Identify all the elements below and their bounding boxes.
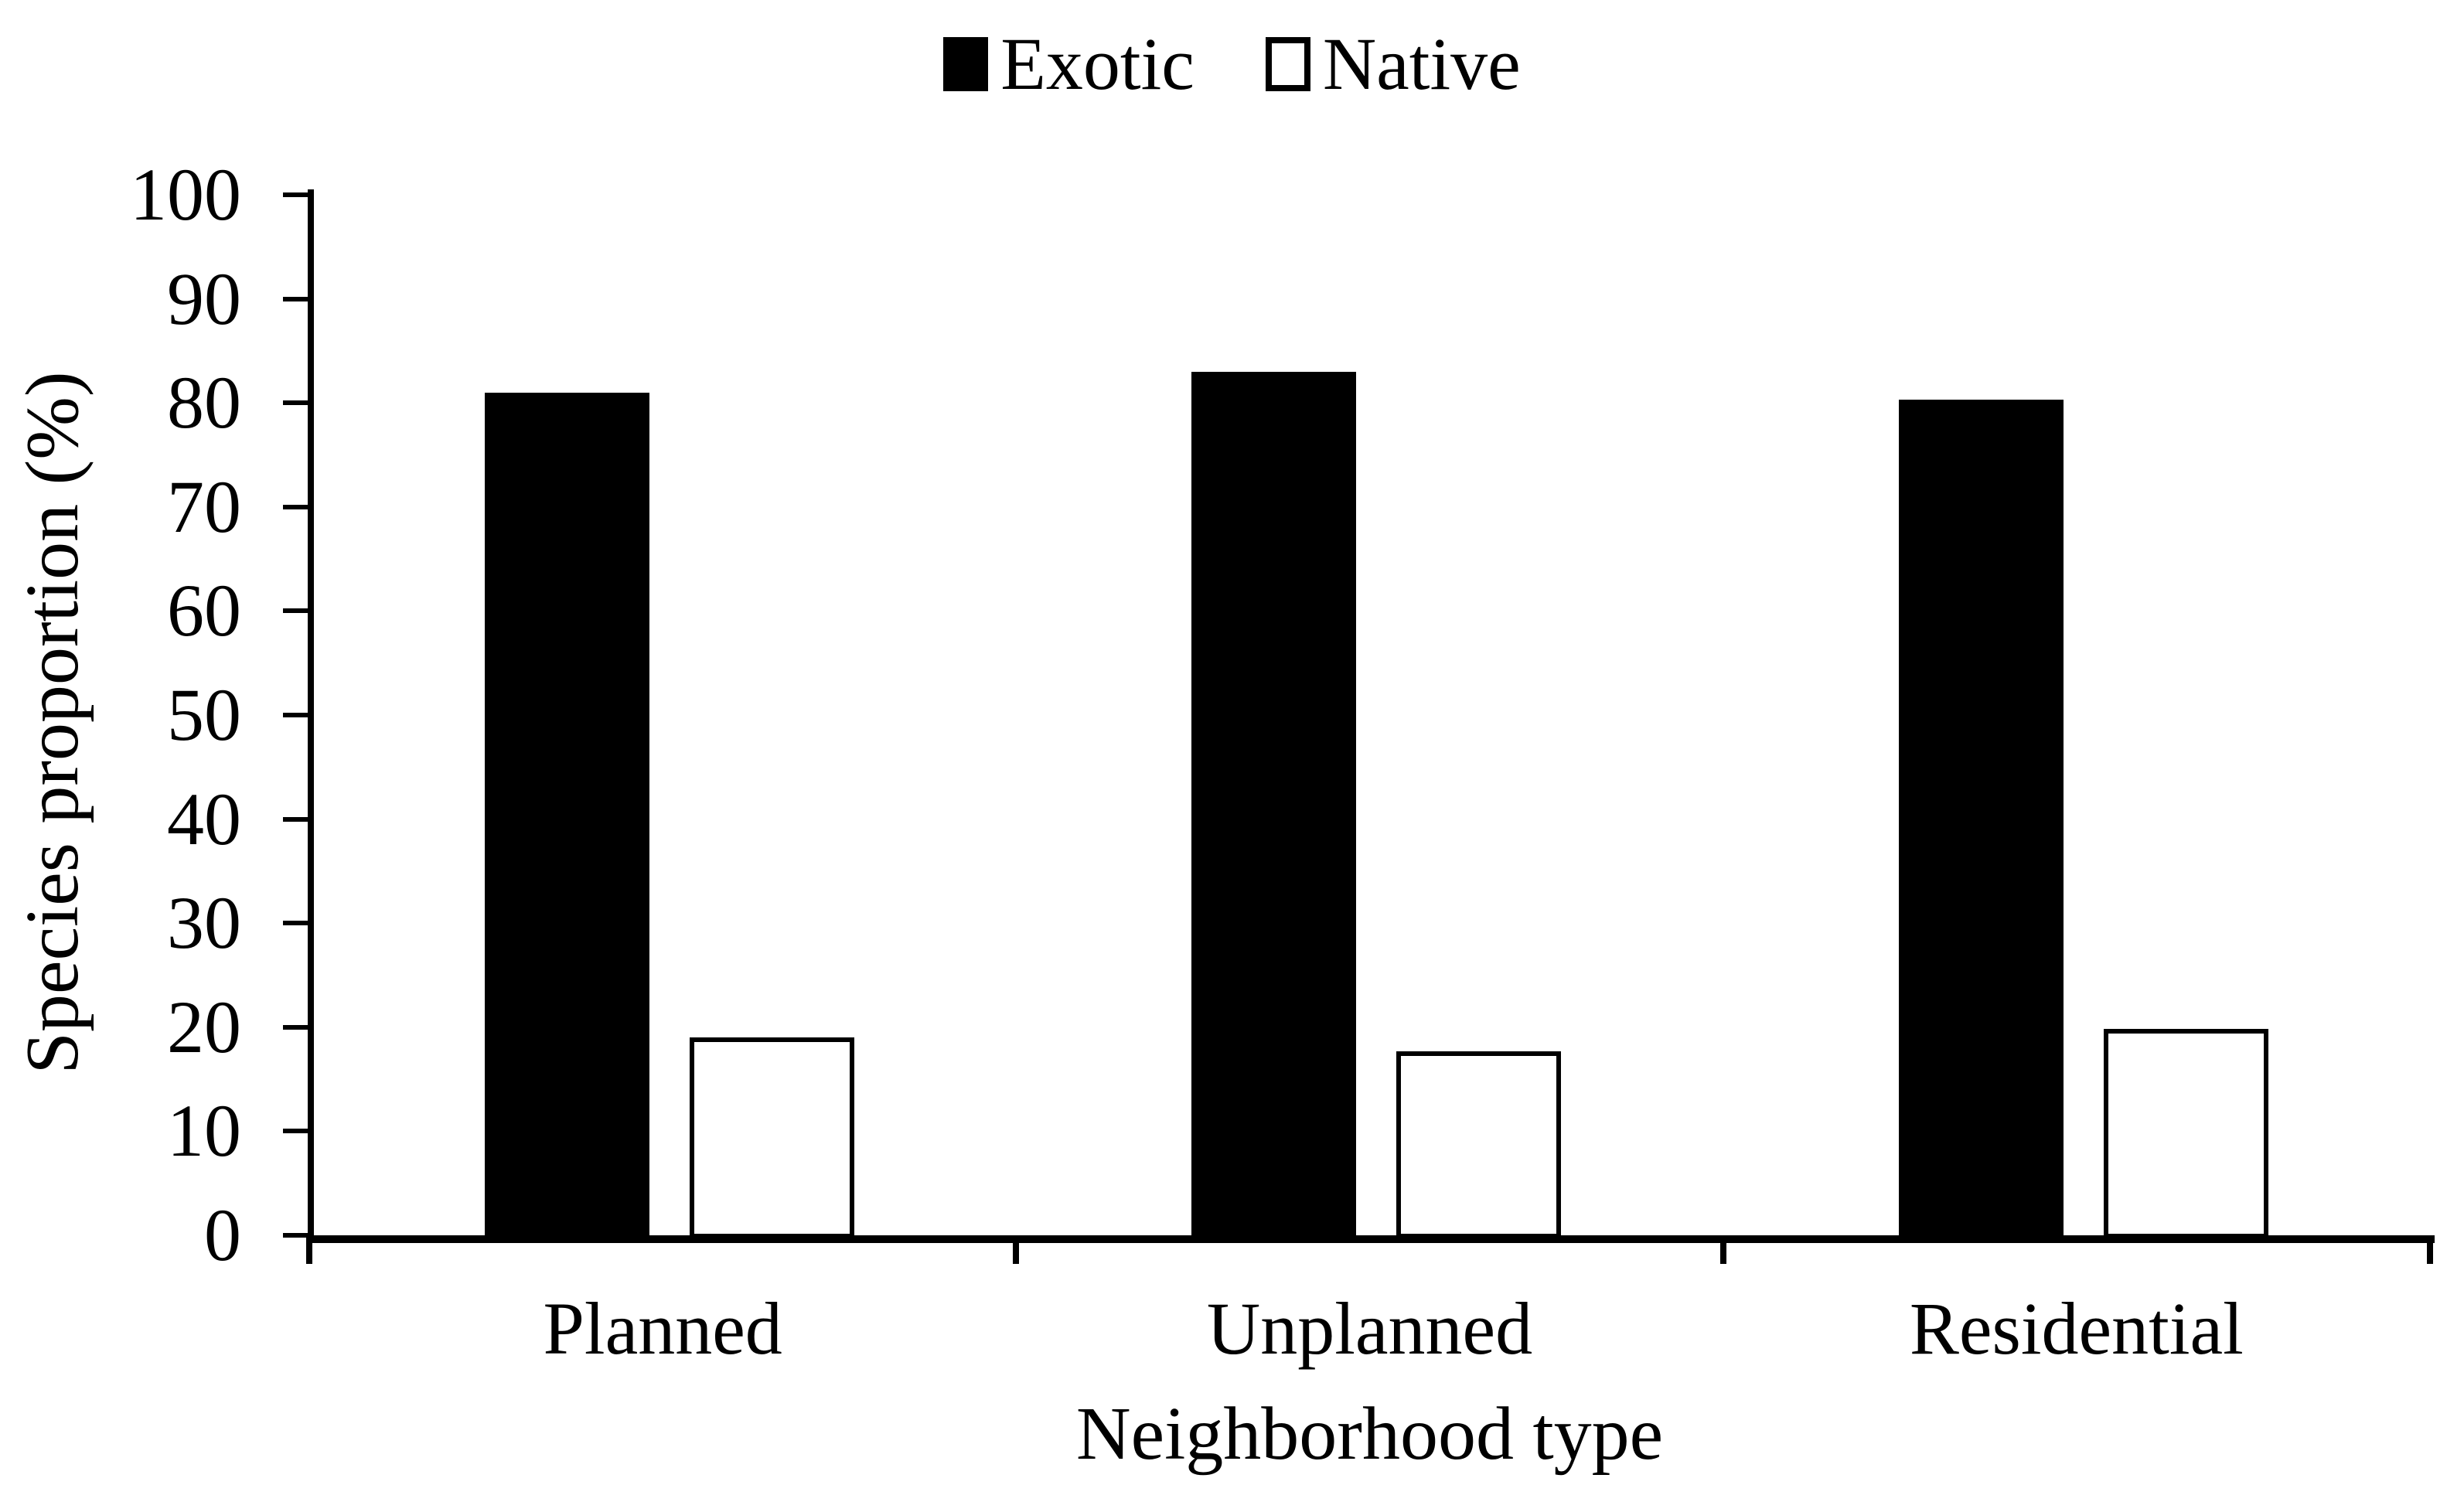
x-category-label-planned: Planned bbox=[543, 1287, 782, 1370]
y-tick-70 bbox=[283, 504, 309, 509]
y-tick-60 bbox=[283, 608, 309, 614]
bar-exotic-planned bbox=[485, 392, 649, 1238]
x-tick-1 bbox=[1013, 1235, 1020, 1264]
legend-label-exotic: Exotic bbox=[1000, 22, 1195, 105]
y-tick-30 bbox=[283, 921, 309, 926]
y-tick-80 bbox=[283, 400, 309, 406]
legend-label-native: Native bbox=[1322, 22, 1521, 105]
x-category-label-residential: Residential bbox=[1909, 1287, 2244, 1370]
x-tick-2 bbox=[1719, 1235, 1726, 1264]
x-axis-title: Neighborhood type bbox=[1075, 1392, 1664, 1476]
bar-native-unplanned bbox=[1396, 1051, 1562, 1238]
bar-exotic-residential bbox=[1898, 400, 2064, 1238]
y-tick-50 bbox=[283, 713, 309, 717]
y-tick-label-70: 70 bbox=[167, 465, 241, 548]
x-tick-0 bbox=[306, 1235, 312, 1264]
y-tick-40 bbox=[283, 816, 309, 822]
y-tick-10 bbox=[283, 1129, 309, 1134]
x-category-label-unplanned: Unplanned bbox=[1206, 1287, 1533, 1370]
legend: Exotic Native bbox=[0, 14, 2464, 114]
y-tick-100 bbox=[283, 192, 309, 197]
y-tick-label-40: 40 bbox=[167, 777, 241, 860]
legend-marker-native-icon bbox=[1265, 37, 1310, 91]
legend-item-native: Native bbox=[1265, 22, 1521, 105]
y-tick-label-10: 10 bbox=[167, 1089, 241, 1173]
y-axis-line bbox=[308, 189, 314, 1243]
legend-item-exotic: Exotic bbox=[943, 27, 1195, 101]
y-tick-label-0: 0 bbox=[204, 1194, 241, 1276]
legend-marker-exotic-icon bbox=[943, 37, 989, 91]
bar-native-residential bbox=[2103, 1029, 2268, 1238]
x-tick-3 bbox=[2427, 1235, 2433, 1264]
y-tick-90 bbox=[283, 296, 309, 301]
y-tick-20 bbox=[283, 1024, 309, 1030]
y-tick-label-90: 90 bbox=[167, 257, 241, 340]
y-tick-0 bbox=[283, 1233, 309, 1238]
y-tick-label-60: 60 bbox=[167, 569, 241, 652]
x-axis-line bbox=[308, 1235, 2435, 1243]
y-tick-label-20: 20 bbox=[167, 985, 241, 1068]
bar-native-planned bbox=[690, 1037, 854, 1238]
y-tick-label-30: 30 bbox=[167, 881, 241, 965]
y-tick-label-80: 80 bbox=[167, 361, 241, 444]
bar-exotic-unplanned bbox=[1191, 371, 1357, 1238]
y-tick-label-100: 100 bbox=[130, 153, 241, 236]
y-tick-label-50: 50 bbox=[167, 673, 241, 756]
